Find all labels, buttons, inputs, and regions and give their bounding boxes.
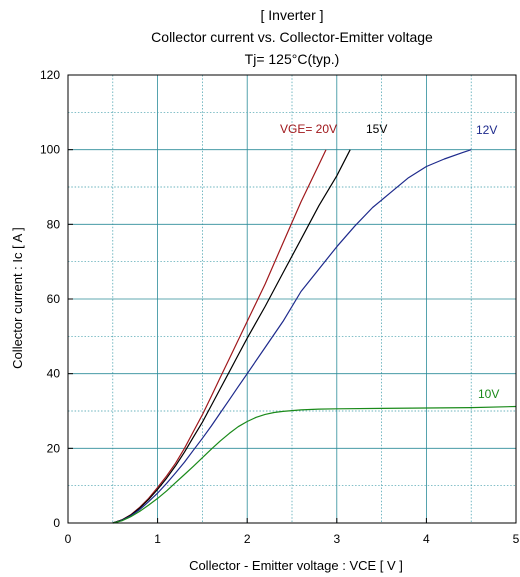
y-axis-label: Collector current : Ic [ A ]	[10, 227, 25, 369]
y-tick-label: 20	[47, 441, 61, 455]
x-tick-label: 3	[333, 532, 340, 546]
y-tick-label: 100	[40, 143, 60, 157]
y-tick-label: 60	[47, 292, 61, 306]
x-tick-label: 2	[244, 532, 251, 546]
x-tick-label: 5	[513, 532, 520, 546]
series-label-vge-20v: VGE= 20V	[280, 122, 337, 136]
x-tick-label: 1	[154, 532, 161, 546]
series-labels: VGE= 20V 15V 12V 10V	[280, 122, 499, 401]
chart-title: [ Inverter ] Collector current vs. Collec…	[151, 7, 433, 67]
series-label-12v: 12V	[476, 123, 497, 137]
x-tick-labels: 0 1 2 3 4 5	[65, 518, 520, 546]
y-tick-label: 0	[53, 516, 60, 530]
series-line-12v	[112, 149, 472, 524]
y-tick-label: 40	[47, 367, 61, 381]
series-label-15v: 15V	[366, 122, 387, 136]
y-tick-label: 120	[40, 68, 60, 82]
series-group	[112, 149, 517, 524]
series-line-vge-20v	[112, 149, 327, 524]
series-line-15v	[112, 149, 351, 524]
title-line: Tj= 125°C(typ.)	[245, 51, 340, 67]
title-line: [ Inverter ]	[260, 7, 323, 23]
x-axis-label: Collector - Emitter voltage : VCE [ V ]	[189, 558, 403, 573]
series-line-10v	[112, 405, 517, 524]
y-tick-label: 80	[47, 217, 61, 231]
series-label-10v: 10V	[478, 387, 499, 401]
title-line: Collector current vs. Collector-Emitter …	[151, 29, 433, 45]
y-tick-labels: 0 20 40 60 80 100 120	[40, 68, 73, 530]
x-tick-label: 0	[65, 532, 72, 546]
x-tick-label: 4	[423, 532, 430, 546]
grid	[68, 75, 516, 523]
